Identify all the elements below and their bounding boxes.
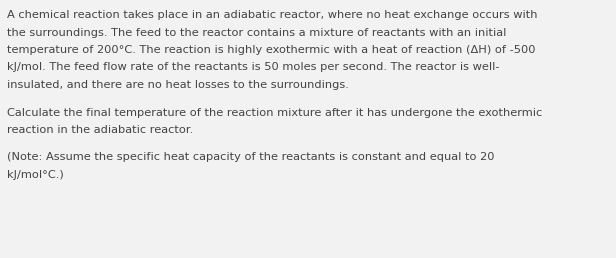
Text: A chemical reaction takes place in an adiabatic reactor, where no heat exchange : A chemical reaction takes place in an ad… (7, 10, 538, 20)
Text: insulated, and there are no heat losses to the surroundings.: insulated, and there are no heat losses … (7, 80, 349, 90)
Text: temperature of 200°C. The reaction is highly exothermic with a heat of reaction : temperature of 200°C. The reaction is hi… (7, 45, 536, 55)
Text: kJ/mol. The feed flow rate of the reactants is 50 moles per second. The reactor : kJ/mol. The feed flow rate of the reacta… (7, 62, 500, 72)
Text: reaction in the adiabatic reactor.: reaction in the adiabatic reactor. (7, 125, 193, 135)
Text: Calculate the final temperature of the reaction mixture after it has undergone t: Calculate the final temperature of the r… (7, 108, 543, 117)
Text: the surroundings. The feed to the reactor contains a mixture of reactants with a: the surroundings. The feed to the reacto… (7, 28, 507, 37)
Text: kJ/mol°C.): kJ/mol°C.) (7, 170, 64, 180)
Text: (Note: Assume the specific heat capacity of the reactants is constant and equal : (Note: Assume the specific heat capacity… (7, 152, 495, 163)
